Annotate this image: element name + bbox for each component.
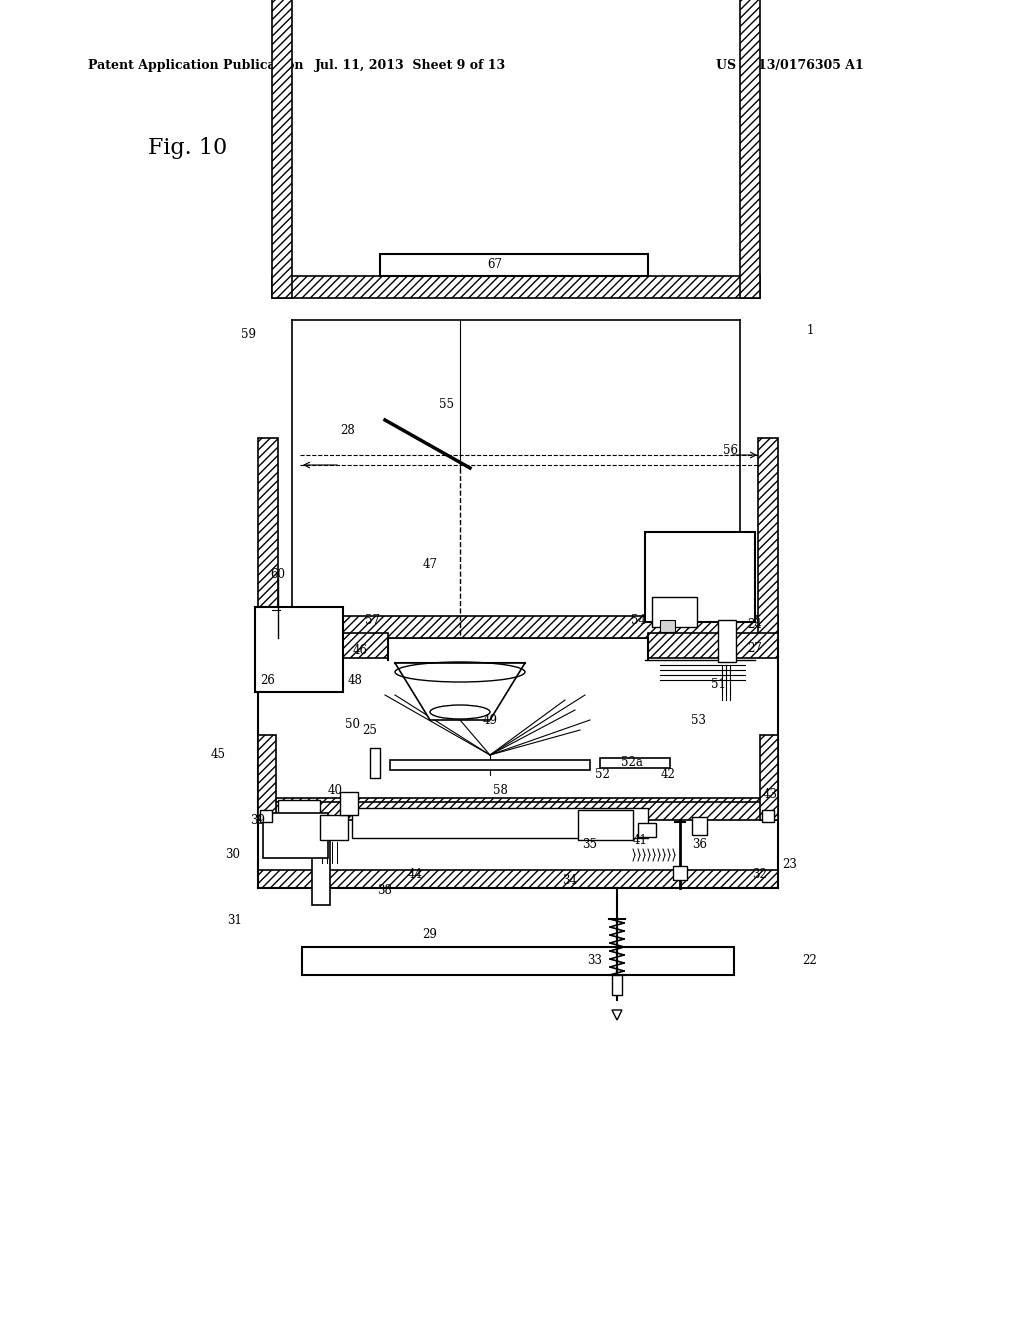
Text: 38: 38 [378,883,392,896]
Bar [660,620,675,632]
Bar [380,253,648,276]
Bar [278,800,319,838]
Bar [645,532,755,622]
Text: 47: 47 [423,558,437,572]
Bar [260,810,272,822]
Bar [740,0,760,298]
Bar [370,748,380,777]
Text: 26: 26 [260,673,275,686]
Bar [352,808,648,838]
Bar [258,634,388,657]
Polygon shape [395,663,525,719]
Bar [258,438,278,638]
Bar [272,276,760,298]
Text: 57: 57 [365,614,380,627]
Text: 36: 36 [692,838,708,851]
Bar [258,803,778,820]
Bar [600,758,670,768]
Text: 52: 52 [595,768,609,781]
Text: Patent Application Publication: Patent Application Publication [88,58,303,71]
Bar [718,620,736,663]
Text: 67: 67 [487,259,503,272]
Bar [578,810,633,840]
Bar [255,607,343,692]
Text: 32: 32 [753,869,767,882]
Bar [648,634,778,657]
Text: 27: 27 [748,642,763,655]
Bar [760,735,778,820]
Text: 31: 31 [227,913,243,927]
Text: US 2013/0176305 A1: US 2013/0176305 A1 [716,58,864,71]
Text: 30: 30 [225,849,241,862]
Text: 46: 46 [352,644,368,656]
Text: 51: 51 [711,678,725,692]
Text: 35: 35 [583,838,597,851]
Bar [272,0,292,298]
Text: 39: 39 [251,813,265,826]
Text: 25: 25 [362,723,378,737]
Bar [258,616,778,638]
Text: 55: 55 [439,399,455,412]
Bar [692,817,707,836]
Text: 56: 56 [723,444,737,457]
Text: 1: 1 [806,323,814,337]
Text: 45: 45 [211,748,225,762]
Bar [258,799,778,818]
Bar [263,813,328,858]
Text: Jul. 11, 2013  Sheet 9 of 13: Jul. 11, 2013 Sheet 9 of 13 [314,58,506,71]
Text: 40: 40 [328,784,342,796]
Bar [340,792,358,814]
Text: 60: 60 [270,569,286,582]
Text: 42: 42 [660,768,676,781]
Bar [638,822,656,837]
Bar [312,836,330,906]
Text: 50: 50 [345,718,360,731]
Polygon shape [612,1010,622,1020]
Text: 44: 44 [408,869,423,882]
Text: 58: 58 [493,784,508,796]
Bar [758,438,778,638]
Text: 24: 24 [748,619,763,631]
Bar [673,866,687,880]
Bar [278,502,758,660]
Text: 34: 34 [562,874,578,887]
Text: 23: 23 [782,858,798,871]
Text: 33: 33 [588,953,602,966]
Bar [272,618,760,638]
Text: Fig. 10: Fig. 10 [148,137,227,158]
Bar [319,814,348,840]
Text: 53: 53 [690,714,706,726]
Bar [258,870,778,888]
Text: 48: 48 [347,673,362,686]
Bar [612,975,622,995]
Bar [302,946,734,975]
Text: 29: 29 [423,928,437,941]
Text: 41: 41 [633,833,647,846]
Bar [652,597,697,627]
Text: 59: 59 [241,329,256,342]
Bar [390,760,590,770]
Text: 22: 22 [803,953,817,966]
Bar [258,735,276,820]
Bar [276,788,760,838]
Bar [762,810,774,822]
Text: 54: 54 [631,614,645,627]
Text: 43: 43 [763,788,777,801]
Text: 28: 28 [341,424,355,437]
Text: 49: 49 [482,714,498,726]
Text: 52a: 52a [622,755,643,768]
